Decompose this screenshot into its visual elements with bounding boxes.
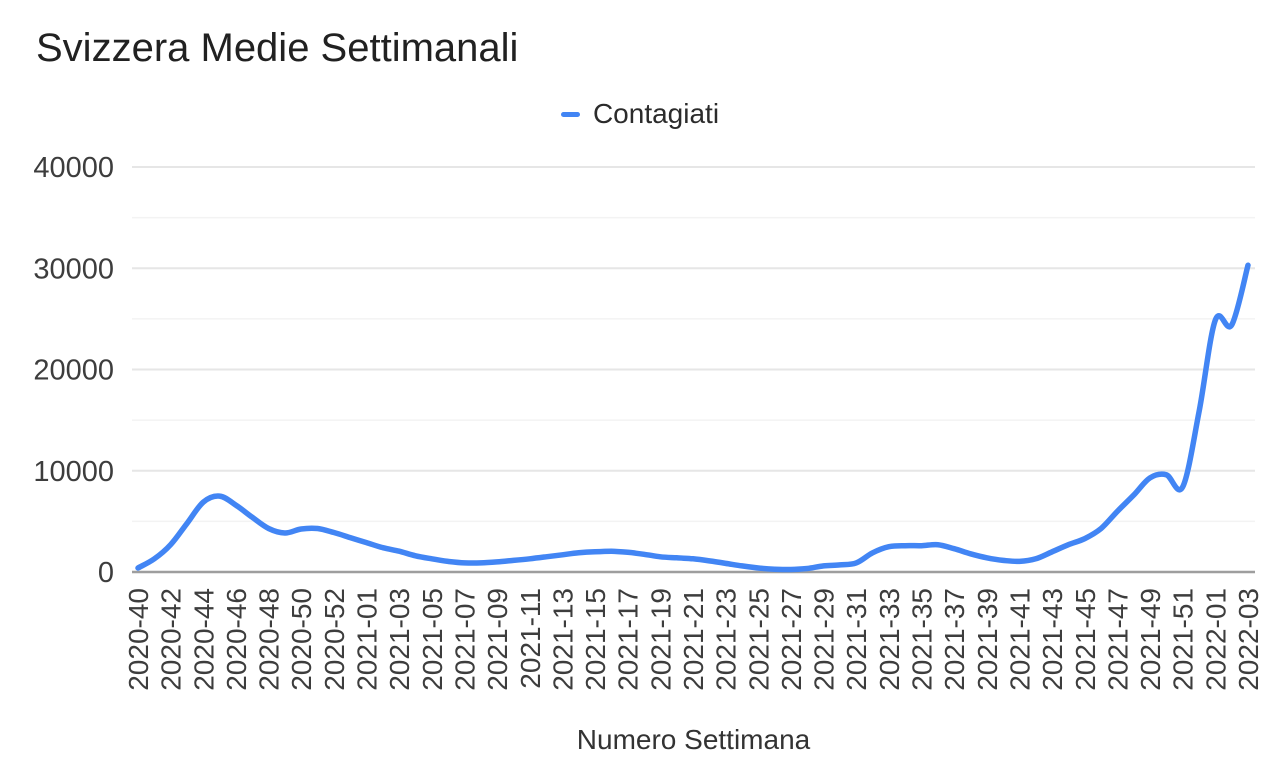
x-tick-label: 2021-27 [776, 588, 807, 691]
x-tick-label: 2020-44 [188, 588, 219, 691]
x-tick-label: 2021-45 [1070, 588, 1101, 691]
y-tick-label: 40000 [33, 152, 114, 184]
x-tick-label: 2021-19 [645, 588, 676, 691]
x-tick-label: 2021-35 [907, 588, 938, 691]
x-tick-label: 2020-40 [123, 588, 154, 691]
legend-label-contagiati: Contagiati [592, 98, 720, 129]
legend-swatch-contagiati [560, 111, 580, 117]
x-tick-label: 2021-03 [384, 588, 415, 691]
x-tick-label: 2021-21 [678, 588, 709, 691]
x-tick-label: 2021-31 [841, 588, 872, 691]
x-tick-label: 2021-39 [972, 588, 1003, 691]
x-tick-label: 2021-11 [515, 588, 546, 689]
x-tick-label: 2022-01 [1200, 588, 1231, 691]
x-tick-label: 2021-43 [1037, 588, 1068, 691]
contagiati-line-series [135, 262, 1251, 573]
x-tick-label: 2021-09 [482, 588, 513, 691]
x-tick-label: 2020-50 [286, 588, 317, 691]
x-tick-label: 2021-41 [1004, 588, 1035, 691]
x-tick-label: 2021-17 [613, 588, 644, 691]
x-tick-label: 2021-23 [711, 588, 742, 691]
x-tick-label: 2020-42 [156, 588, 187, 691]
y-tick-label: 20000 [33, 355, 114, 387]
y-tick-label: 0 [98, 557, 114, 589]
x-tick-label: 2021-01 [352, 588, 383, 691]
x-tick-label: 2021-37 [939, 588, 970, 691]
x-tick-label: 2021-13 [547, 588, 578, 691]
y-tick-label: 10000 [33, 456, 114, 488]
legend: Contagiati [0, 98, 1280, 130]
x-tick-label: 2021-07 [449, 588, 480, 691]
x-tick-label: 2021-47 [1102, 588, 1133, 691]
x-tick-label: 2020-46 [221, 588, 252, 691]
chart-title: Svizzera Medie Settimanali [36, 26, 519, 70]
x-tick-label: 2020-48 [254, 588, 285, 691]
x-tick-label: 2020-52 [319, 588, 350, 691]
x-tick-label: 2021-33 [874, 588, 905, 691]
y-tick-label: 30000 [33, 253, 114, 285]
x-tick-label: 2021-29 [809, 588, 840, 691]
x-tick-label: 2021-25 [743, 588, 774, 691]
x-tick-label: 2022-03 [1233, 588, 1264, 691]
x-tick-label: 2021-15 [580, 588, 611, 691]
x-axis-title: Numero Settimana [576, 724, 811, 755]
x-tick-label: 2021-49 [1135, 588, 1166, 691]
x-tick-label: 2021-05 [417, 588, 448, 691]
x-tick-label: 2021-51 [1168, 588, 1199, 691]
